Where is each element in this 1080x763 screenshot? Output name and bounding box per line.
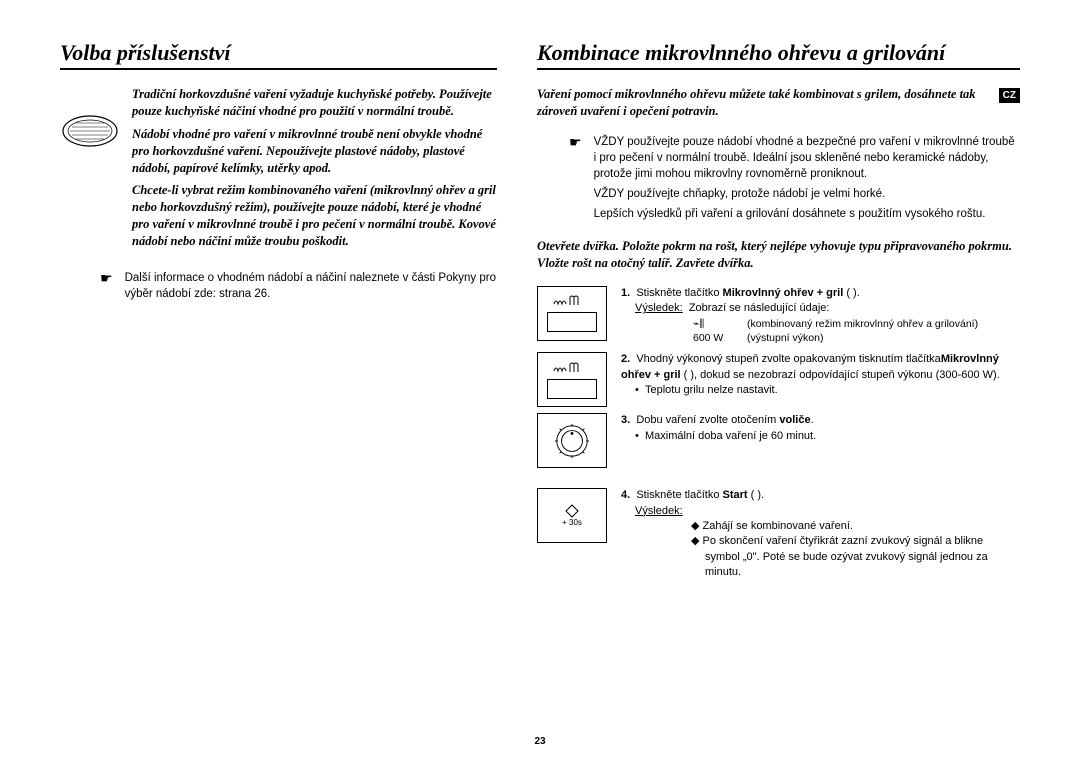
step-num-3: 3. [621, 414, 630, 426]
language-badge: CZ [999, 88, 1020, 103]
steps-list: 1. Stiskněte tlačítko Mikrovlnný ohřev +… [537, 286, 1020, 581]
s3-text-c: . [811, 414, 814, 426]
left-p2: Nádobí vhodné pro vaření v mikrovlnné tr… [132, 126, 497, 177]
s3-bullet: • Maximální doba vaření je 60 minut. [647, 429, 1020, 444]
s2-text-c: ( ), dokud se nezobrazí odpovídající stu… [681, 369, 1000, 381]
page-content: Volba příslušenství Tradiční horkovzdušn… [60, 40, 1020, 580]
right-note3: Lepších výsledků při vaření a grilování … [594, 206, 1020, 222]
step-4: + 30s 4. Stiskněte tlačítko Start ( ). V… [537, 488, 1020, 580]
left-p3: Chcete-li vybrat režim kombinovaného vař… [132, 182, 497, 250]
step-1: 1. Stiskněte tlačítko Mikrovlnný ohřev +… [537, 286, 1020, 346]
combi-button-icon [537, 352, 607, 407]
left-note-text: Další informace o vhodném nádobí a náčin… [125, 270, 497, 302]
s4-text-c: ( ). [748, 489, 765, 501]
s1-text-c: ( ). [843, 287, 860, 299]
step-1-body: 1. Stiskněte tlačítko Mikrovlnný ohřev +… [621, 286, 1020, 346]
step-2: 2. Vhodný výkonový stupeň zvolte opakova… [537, 352, 1020, 407]
s4-diamond-2: ◆ Po skončení vaření čtyřikrát zazní zvu… [705, 534, 1020, 580]
step-num-4: 4. [621, 489, 630, 501]
right-column: Kombinace mikrovlnného ohřevu a grilován… [537, 40, 1020, 580]
left-title: Volba příslušenství [60, 40, 497, 70]
s4-text-a: Stiskněte tlačítko [636, 489, 722, 501]
s1-icon-symbol: ⌁⫼ [693, 317, 733, 332]
left-p1: Tradiční horkovzdušné vaření vyžaduje ku… [132, 86, 497, 120]
right-notes-body: VŽDY používejte pouze nádobí vhodné a be… [594, 134, 1020, 226]
s1-text-b: Mikrovlnný ohřev + gril [723, 287, 844, 299]
s1-result-text: Zobrazí se následující údaje: [689, 302, 830, 314]
s4-diamond-1: ◆ Zahájí se kombinované vaření. [705, 519, 1020, 534]
s4-text-b: Start [723, 489, 748, 501]
s1-row2-b: (výstupní výkon) [747, 331, 823, 346]
pointer-icon: ☛ [569, 133, 582, 226]
pointer-icon: ☛ [100, 269, 113, 289]
start-button-icon: + 30s [537, 488, 607, 543]
right-note2: VŽDY používejte chňapky, protože nádobí … [594, 186, 1020, 202]
page-number: 23 [534, 736, 545, 747]
s3-text-b: voliče [779, 414, 810, 426]
s1-result-label: Výsledek: [635, 302, 683, 314]
s1-row1-b: (kombinovaný režim mikrovlnný ohřev a gr… [747, 317, 978, 332]
start-icon-label: + 30s [562, 518, 582, 527]
combi-button-icon [537, 286, 607, 341]
left-intro-block: Tradiční horkovzdušné vaření vyžaduje ku… [60, 86, 497, 256]
s4-result-label: Výsledek: [635, 505, 683, 517]
right-notes: ☛ VŽDY používejte pouze nádobí vhodné a … [569, 134, 1020, 226]
s3-text-a: Dobu vaření zvolte otočením [636, 414, 779, 426]
step-3: 3. Dobu vaření zvolte otočením voliče. •… [537, 413, 1020, 468]
right-intro: Vaření pomocí mikrovlnného ohřevu můžete… [537, 86, 1020, 120]
right-sub-intro: Otevřete dvířka. Položte pokrm na rošt, … [537, 238, 1020, 272]
s2-bullet: • Teplotu grilu nelze nastavit. [647, 383, 1020, 398]
right-note1: VŽDY používejte pouze nádobí vhodné a be… [594, 134, 1020, 182]
step-num-2: 2. [621, 353, 630, 365]
right-title: Kombinace mikrovlnného ohřevu a grilován… [537, 40, 1020, 70]
left-intro-text: Tradiční horkovzdušné vaření vyžaduje ku… [132, 86, 497, 256]
step-num-1: 1. [621, 287, 630, 299]
s1-row2-a: 600 W [693, 331, 733, 346]
step-3-body: 3. Dobu vaření zvolte otočením voliče. •… [621, 413, 1020, 444]
left-column: Volba příslušenství Tradiční horkovzdušn… [60, 40, 497, 580]
s1-text-a: Stiskněte tlačítko [636, 287, 722, 299]
dial-icon [537, 413, 607, 468]
rack-icon [60, 112, 120, 150]
step-4-body: 4. Stiskněte tlačítko Start ( ). Výslede… [621, 488, 1020, 580]
s2-text-a: Vhodný výkonový stupeň zvolte opakovaným… [636, 353, 941, 365]
left-note: ☛ Další informace o vhodném nádobí a náč… [100, 270, 497, 302]
step-2-body: 2. Vhodný výkonový stupeň zvolte opakova… [621, 352, 1020, 398]
